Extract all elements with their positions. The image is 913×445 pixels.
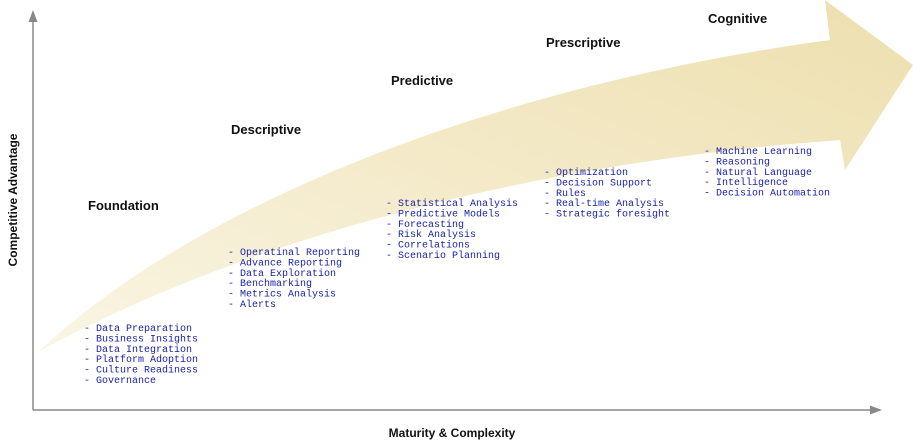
- stage-item: - Metrics Analysis: [228, 289, 336, 301]
- stage-item: - Real-time Analysis: [544, 198, 664, 210]
- stage-title: Descriptive: [231, 122, 301, 137]
- stage-item: - Optimization: [544, 167, 628, 179]
- stage-item: - Data Exploration: [228, 268, 336, 280]
- stage-title: Prescriptive: [546, 35, 620, 50]
- stage-item: - Governance: [84, 376, 156, 387]
- stage-item: - Operatinal Reporting: [228, 247, 360, 259]
- stage-item: - Correlations: [386, 240, 470, 252]
- stage-item: - Benchmarking: [228, 278, 312, 290]
- stage-item: - Risk Analysis: [386, 229, 476, 241]
- stage-item: - Decision Support: [544, 177, 652, 189]
- stage-item: - Data Integration: [84, 344, 192, 356]
- stage-item: - Forecasting: [386, 219, 464, 231]
- stage-item: - Strategic foresight: [544, 209, 670, 221]
- stage-item: - Data Preparation: [84, 323, 192, 335]
- stage-title: Foundation: [88, 198, 159, 213]
- stage-item: - Decision Automation: [704, 188, 830, 200]
- stage-title: Cognitive: [708, 11, 767, 26]
- stage-item: - Culture Readiness: [84, 365, 198, 377]
- stage-item: - Alerts: [228, 299, 276, 311]
- stage-item: - Rules: [544, 188, 586, 200]
- stage-item: - Reasoning: [704, 156, 770, 168]
- stage-item: - Predictive Models: [386, 208, 500, 220]
- stage-item: - Statistical Analysis: [386, 198, 518, 210]
- stage-item: - Natural Language: [704, 167, 812, 179]
- y-axis-label: Competitive Advantage: [6, 133, 20, 266]
- stage-title: Predictive: [391, 73, 453, 88]
- growth-arrow: [38, 0, 913, 352]
- stage-item: - Intelligence: [704, 177, 788, 189]
- stage-item: - Machine Learning: [704, 146, 812, 158]
- x-axis-label: Maturity & Complexity: [389, 426, 516, 440]
- stage-item: - Business Insights: [84, 333, 198, 345]
- stage-item: - Scenario Planning: [386, 250, 500, 262]
- stage-item: - Advance Reporting: [228, 257, 342, 269]
- stage-item: - Platform Adoption: [84, 354, 198, 366]
- stages: Foundation - Data Preparation- Business I…: [84, 11, 830, 387]
